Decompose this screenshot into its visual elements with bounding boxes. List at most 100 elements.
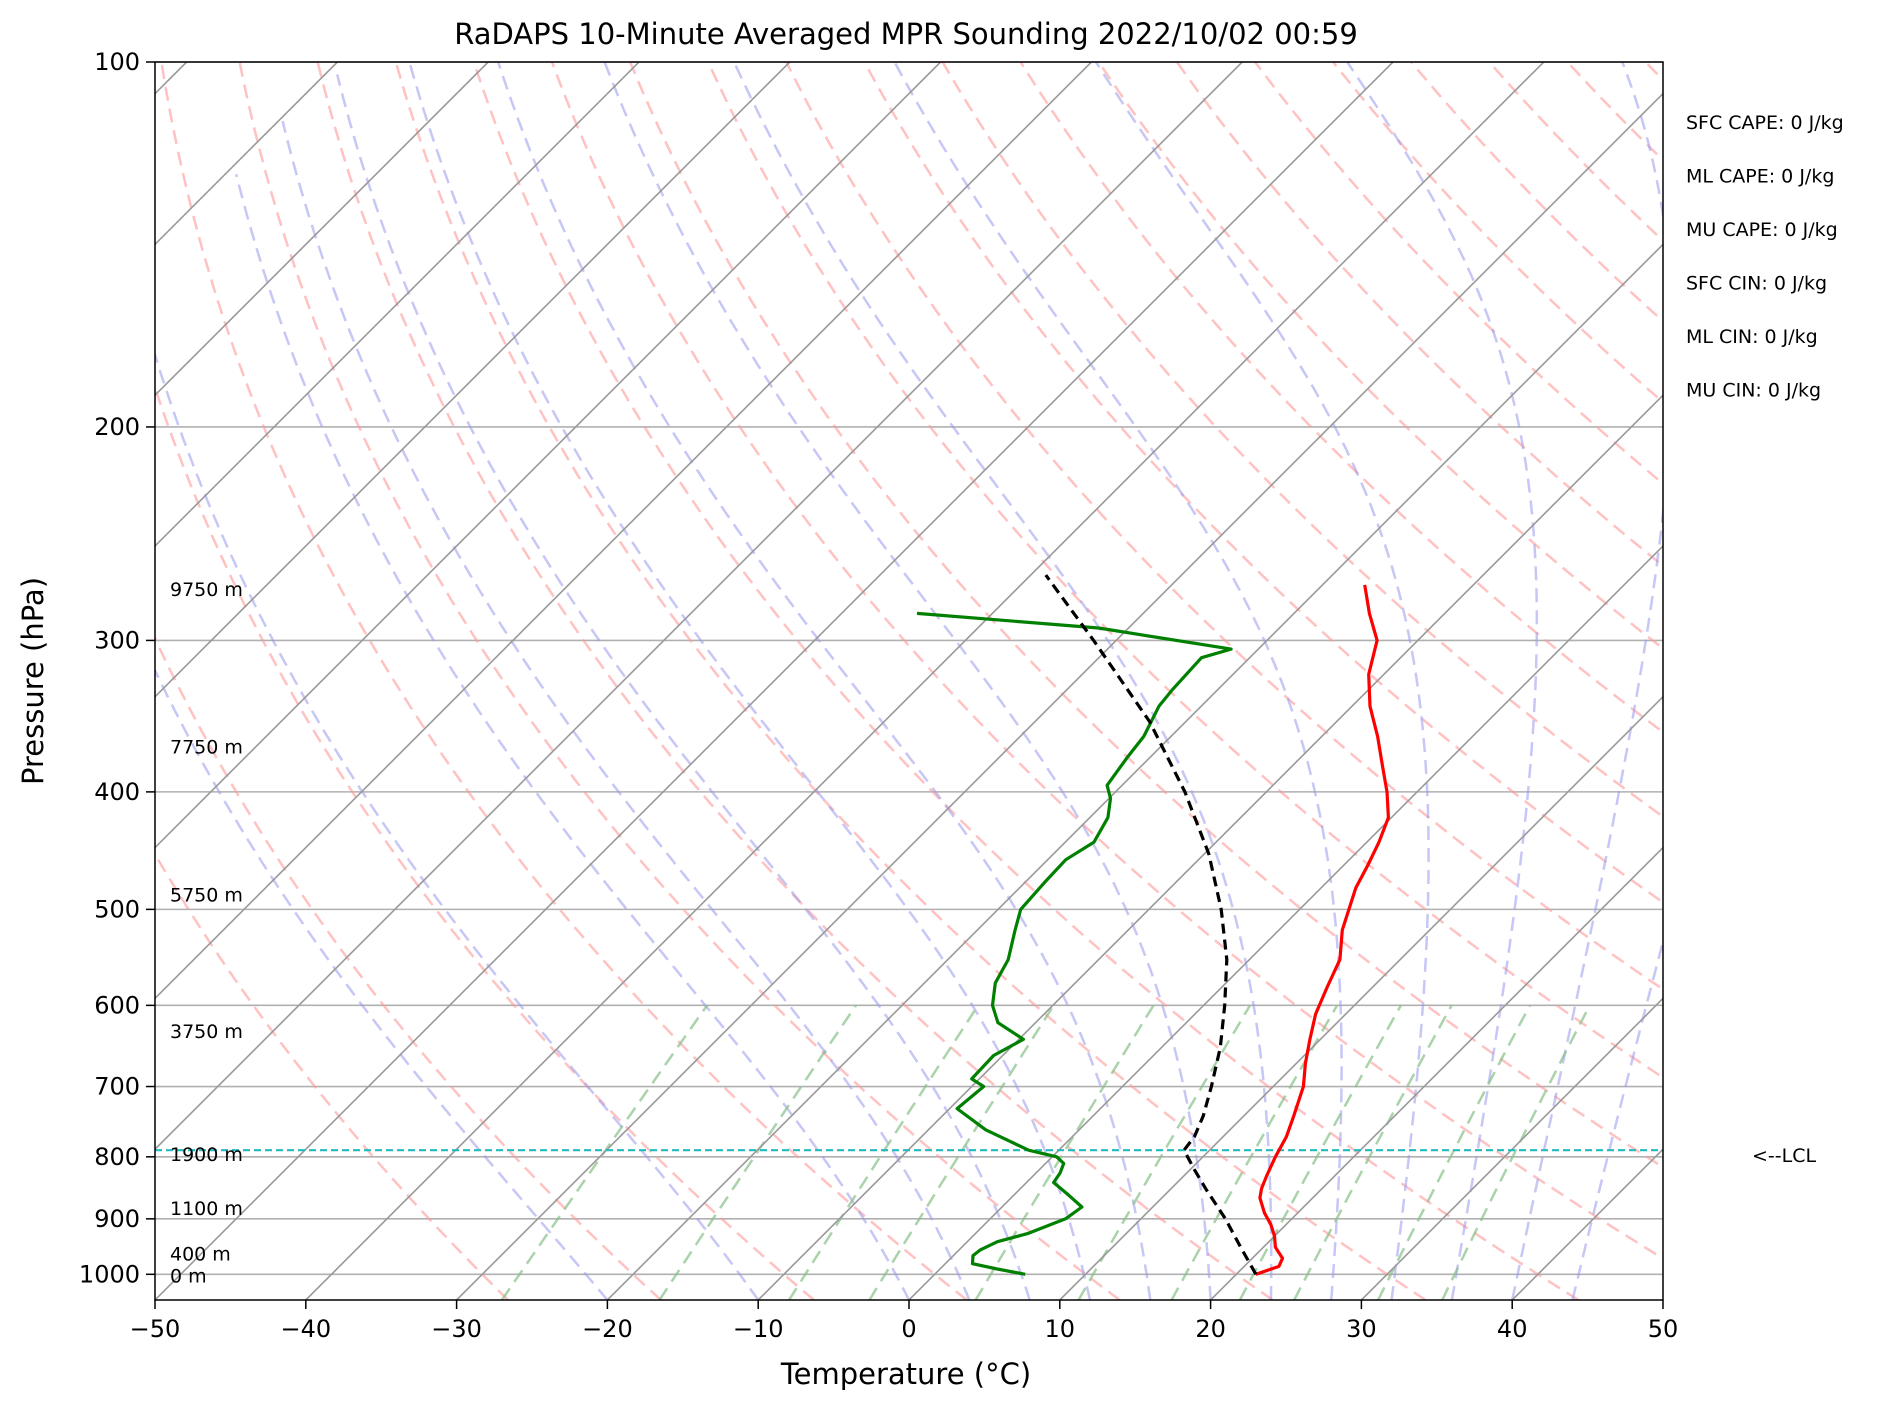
y-tick-label: 500: [94, 895, 140, 923]
dry-adiabat-line: [628, 62, 1663, 1169]
isotherm-line: [908, 544, 1663, 1300]
dry-adiabat-line: [1175, 62, 1663, 568]
moist-adiabat-line: [234, 173, 911, 1300]
isotherm-line: [305, 62, 1545, 1300]
dry-adiabat-line: [316, 62, 1274, 1300]
moist-adiabat-line: [155, 667, 609, 1300]
moist-adiabat-line: [335, 74, 1031, 1300]
isotherm-line: [757, 394, 1663, 1300]
y-tick-label: 100: [94, 48, 140, 76]
stability-index-label: SFC CAPE: 0 J/kg: [1686, 112, 1844, 134]
height-label: 9750 m: [170, 579, 243, 601]
isotherm-line: [155, 62, 1243, 1151]
isotherm-line: [606, 243, 1663, 1300]
isotherm-line: [155, 62, 338, 246]
dry-adiabat-line: [550, 62, 1663, 1261]
moist-adiabats: [155, 62, 1663, 1300]
dry-adiabat-line: [941, 62, 1663, 819]
y-tick-label: 1000: [79, 1260, 140, 1288]
x-tick-label: 20: [1195, 1315, 1226, 1343]
height-label: 3750 m: [170, 1021, 243, 1043]
dry-adiabat-line: [1097, 62, 1663, 651]
mixing-ratio-line: [1077, 1004, 1252, 1300]
isotherm-line: [456, 92, 1663, 1300]
reference-lines: [155, 62, 1882, 1300]
isobar-grid: [155, 61, 1663, 1276]
stability-index-label: ML CIN: 0 J/kg: [1686, 326, 1818, 348]
dry-adiabat-line: [238, 62, 1121, 1300]
height-label: 7750 m: [170, 737, 243, 759]
plot-frame: [154, 61, 1664, 1301]
x-tick-label: 10: [1045, 1315, 1076, 1343]
isotherm-line: [1360, 997, 1663, 1300]
dry-adiabat-line: [1254, 62, 1663, 486]
isotherm-line: [155, 62, 640, 548]
isotherm-line: [155, 62, 791, 698]
x-tick-label: 40: [1497, 1315, 1528, 1343]
annotations: 9750 m 7750 m 5750 m 3750 m 1900 m 1100 m 400 …: [170, 112, 1844, 1287]
mixing-ratio-line: [787, 1004, 980, 1300]
x-tick-label: −10: [733, 1315, 784, 1343]
moist-adiabat-line: [1094, 62, 1430, 1300]
dry-adiabat-line: [155, 851, 509, 1300]
chart-title: RaDAPS 10-Minute Averaged MPR Sounding 2…: [454, 17, 1358, 51]
y-tick-label: 200: [94, 413, 140, 441]
isotherm-line: [1662, 1298, 1663, 1300]
moist-adiabat-line: [497, 62, 1152, 1300]
dry-adiabat-line: [1724, 62, 1882, 1300]
dry-adiabat-line: [160, 62, 968, 1300]
dry-adiabat-line: [472, 62, 1580, 1300]
moist-adiabat-line: [408, 62, 1092, 1300]
mixing-ratio-line: [658, 1004, 858, 1300]
mixing-ratio-lines: [500, 1004, 1591, 1300]
dry-adiabat-line: [1019, 62, 1663, 734]
isotherm-line: [155, 62, 1394, 1300]
dry-adiabat-line: [1410, 62, 1663, 323]
stability-index-label: ML CAPE: 0 J/kg: [1686, 166, 1834, 188]
dry-adiabats: [155, 62, 1882, 1300]
mixing-ratio-line: [1441, 1004, 1591, 1300]
x-tick-label: 50: [1648, 1315, 1679, 1343]
dry-adiabat-line: [863, 62, 1663, 904]
y-tick-label: 800: [94, 1143, 140, 1171]
moist-adiabat-line: [281, 120, 971, 1300]
dry-adiabat-line: [155, 635, 662, 1300]
y-tick-label: 400: [94, 778, 140, 806]
moist-adiabat-line: [893, 62, 1343, 1300]
isotherm-line: [1210, 846, 1663, 1300]
skewed-isotherms: [155, 62, 1663, 1300]
dry-adiabat-line: [1566, 62, 1663, 163]
y-tick-label: 300: [94, 626, 140, 654]
isotherm-line: [1511, 1148, 1663, 1300]
dry-adiabat-line: [1332, 62, 1663, 404]
moist-adiabat-line: [1346, 62, 1539, 1300]
moist-adiabat-line: [603, 62, 1212, 1300]
height-label: 400 m: [170, 1243, 231, 1265]
x-tick-label: 30: [1346, 1315, 1377, 1343]
isotherm-line: [155, 62, 1092, 1000]
height-label: 5750 m: [170, 884, 243, 906]
mixing-ratio-line: [974, 1004, 1155, 1300]
x-tick-label: −30: [431, 1315, 482, 1343]
y-axis-title: Pressure (hPa): [16, 577, 50, 785]
mixing-ratio-line: [1170, 1004, 1339, 1300]
dry-adiabat-line: [707, 62, 1663, 1079]
y-tick-label: 900: [94, 1205, 140, 1233]
dry-adiabat-line: [1644, 62, 1663, 82]
temperature-profile-line: [1255, 584, 1391, 1276]
moist-adiabat-line: [1510, 62, 1663, 1300]
lcl-label: <--LCL: [1752, 1145, 1816, 1167]
sounding-profiles: [155, 574, 1663, 1276]
moist-adiabat-line: [732, 62, 1273, 1300]
stability-index-label: MU CAPE: 0 J/kg: [1686, 219, 1838, 241]
stability-index-label: SFC CIN: 0 J/kg: [1686, 273, 1827, 295]
isotherm-line: [1059, 695, 1663, 1300]
height-label: 1900 m: [170, 1144, 243, 1166]
x-tick-label: 0: [901, 1315, 916, 1343]
x-tick-label: −40: [280, 1315, 331, 1343]
mixing-ratio-line: [868, 1004, 1055, 1300]
x-tick-label: −20: [582, 1315, 633, 1343]
mixing-ratio-line: [500, 1004, 709, 1300]
dry-adiabat-line: [785, 62, 1663, 991]
